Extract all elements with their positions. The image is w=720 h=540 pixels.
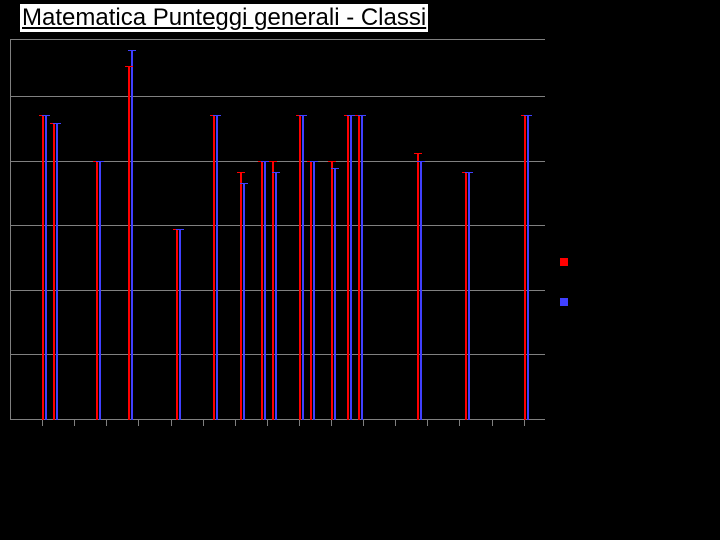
cap-blue xyxy=(96,161,104,162)
xtick xyxy=(524,420,525,426)
bar-blue xyxy=(264,162,266,420)
xtick xyxy=(363,420,364,426)
cap-blue xyxy=(53,123,61,124)
bar-blue xyxy=(468,173,470,420)
chart-plot-area xyxy=(10,40,545,420)
bar-blue xyxy=(45,116,47,420)
bar-red xyxy=(358,116,360,420)
bar-blue xyxy=(313,162,315,420)
bar-red xyxy=(53,124,55,420)
xtick xyxy=(299,420,300,426)
xtick xyxy=(267,420,268,426)
bar-red xyxy=(331,162,333,420)
bar-red xyxy=(524,116,526,420)
cap-blue xyxy=(299,115,307,116)
cap-blue xyxy=(465,172,473,173)
xtick xyxy=(427,420,428,426)
bar-red xyxy=(96,162,98,420)
xtick xyxy=(42,420,43,426)
bar-red xyxy=(310,162,312,420)
cap-red xyxy=(237,172,245,173)
bar-red xyxy=(347,116,349,420)
legend-swatch-blue xyxy=(560,298,568,306)
y-axis xyxy=(10,40,11,420)
cap-blue xyxy=(524,115,532,116)
cap-blue xyxy=(240,183,248,184)
bar-red xyxy=(42,116,44,420)
bar-blue xyxy=(302,116,304,420)
bar-blue xyxy=(56,124,58,420)
xtick xyxy=(395,420,396,426)
cap-blue xyxy=(310,161,318,162)
gridline xyxy=(10,161,545,162)
xtick xyxy=(459,420,460,426)
bar-red xyxy=(213,116,215,420)
bar-red xyxy=(417,154,419,420)
xtick xyxy=(138,420,139,426)
bar-blue xyxy=(275,173,277,420)
cap-red xyxy=(414,153,422,154)
bar-red xyxy=(176,230,178,420)
bar-blue xyxy=(420,162,422,420)
cap-blue xyxy=(417,161,425,162)
bar-red xyxy=(240,173,242,420)
cap-red xyxy=(269,161,277,162)
cap-blue xyxy=(42,115,50,116)
bar-red xyxy=(128,67,130,420)
cap-red xyxy=(328,161,336,162)
gridline xyxy=(10,39,545,40)
xtick xyxy=(74,420,75,426)
bar-blue xyxy=(243,184,245,420)
gridline xyxy=(10,96,545,97)
bar-blue xyxy=(131,51,133,420)
bar-blue xyxy=(179,230,181,420)
cap-blue xyxy=(213,115,221,116)
xtick xyxy=(203,420,204,426)
bar-blue xyxy=(334,169,336,420)
bar-red xyxy=(261,162,263,420)
legend-swatch-red xyxy=(560,258,568,266)
chart-title: Matematica Punteggi generali - Classi xyxy=(20,4,428,32)
cap-red xyxy=(125,66,133,67)
bar-blue xyxy=(527,116,529,420)
bar-red xyxy=(299,116,301,420)
bar-blue xyxy=(350,116,352,420)
xtick xyxy=(106,420,107,426)
cap-blue xyxy=(128,50,136,51)
bar-blue xyxy=(361,116,363,420)
cap-blue xyxy=(331,168,339,169)
xtick xyxy=(235,420,236,426)
xtick xyxy=(492,420,493,426)
bar-blue xyxy=(216,116,218,420)
cap-blue xyxy=(272,172,280,173)
bar-red xyxy=(465,173,467,420)
cap-blue xyxy=(358,115,366,116)
bar-blue xyxy=(99,162,101,420)
xtick xyxy=(171,420,172,426)
bar-red xyxy=(272,162,274,420)
cap-blue xyxy=(176,229,184,230)
xtick xyxy=(331,420,332,426)
